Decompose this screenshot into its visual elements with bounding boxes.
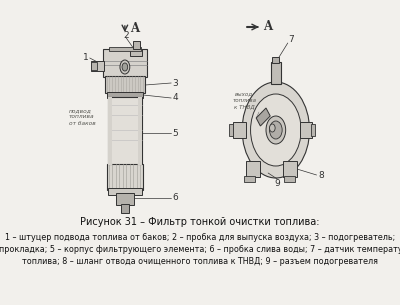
Text: 4 – прокладка; 5 – корпус фильтрующего элемента; 6 – пробка слива воды; 7 – датч: 4 – прокладка; 5 – корпус фильтрующего э… bbox=[0, 245, 400, 253]
Bar bbox=[130, 49, 142, 56]
Bar bbox=[283, 161, 297, 177]
Bar bbox=[104, 76, 145, 93]
Bar bbox=[107, 92, 143, 98]
Bar bbox=[108, 97, 142, 165]
Bar bbox=[116, 193, 134, 205]
Text: Рисунок 31 – Фильтр тонкой очистки топлива:: Рисунок 31 – Фильтр тонкой очистки топли… bbox=[80, 217, 320, 227]
Text: 3: 3 bbox=[172, 78, 178, 88]
Bar bbox=[271, 62, 281, 84]
Text: A: A bbox=[263, 20, 272, 34]
Text: 9: 9 bbox=[274, 178, 280, 188]
Bar bbox=[108, 97, 112, 165]
Bar bbox=[91, 62, 97, 70]
Bar bbox=[108, 188, 142, 195]
Circle shape bbox=[120, 60, 130, 74]
Text: 1 – штуцер подвода топлива от баков; 2 – пробка для выпуска воздуха; 3 – подогре: 1 – штуцер подвода топлива от баков; 2 –… bbox=[5, 232, 395, 242]
Bar bbox=[107, 164, 143, 190]
Bar bbox=[300, 122, 312, 138]
Text: 8: 8 bbox=[318, 170, 324, 180]
Bar bbox=[244, 176, 256, 182]
Polygon shape bbox=[256, 108, 270, 126]
Text: 7: 7 bbox=[288, 35, 294, 45]
Text: топлива; 8 – шланг отвода очищенного топлива к ТНВД; 9 – разъем подогревателя: топлива; 8 – шланг отвода очищенного топ… bbox=[22, 257, 378, 265]
Bar bbox=[246, 161, 260, 177]
Bar bbox=[233, 122, 246, 138]
Circle shape bbox=[122, 63, 128, 71]
Bar bbox=[311, 124, 315, 136]
Circle shape bbox=[270, 124, 275, 132]
Text: 1: 1 bbox=[83, 53, 89, 63]
Text: 4: 4 bbox=[173, 94, 178, 102]
Bar bbox=[109, 47, 141, 51]
Text: 5: 5 bbox=[172, 128, 178, 138]
Circle shape bbox=[266, 116, 286, 144]
Circle shape bbox=[242, 82, 310, 178]
Circle shape bbox=[250, 94, 301, 166]
Bar bbox=[229, 124, 233, 136]
Circle shape bbox=[270, 121, 282, 139]
Bar bbox=[132, 41, 140, 49]
Text: подвод
топлива
от баков: подвод топлива от баков bbox=[69, 108, 96, 126]
Bar bbox=[121, 204, 129, 213]
Text: 2: 2 bbox=[124, 30, 129, 40]
Bar bbox=[103, 49, 147, 77]
Bar bbox=[272, 57, 279, 63]
Bar bbox=[138, 97, 142, 165]
Bar bbox=[91, 61, 104, 71]
Text: выход
топлива
к ТНВД: выход топлива к ТНВД bbox=[232, 91, 256, 109]
Text: A: A bbox=[130, 21, 140, 34]
Text: 6: 6 bbox=[172, 193, 178, 203]
Bar bbox=[284, 176, 296, 182]
